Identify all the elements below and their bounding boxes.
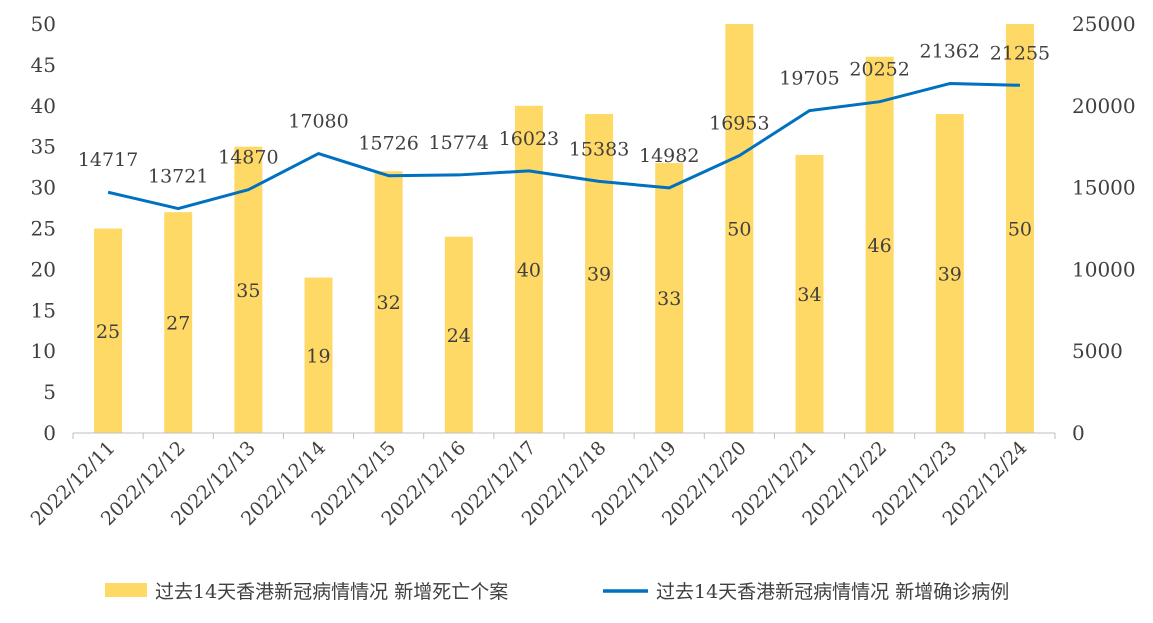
right-y-axis: 0 5000 10000 15000 20000 25000 [1072,12,1136,445]
bar-data-label: 39 [587,263,611,285]
bar-data-labels: 25 27 35 19 32 24 40 39 33 50 34 46 39 50 [96,219,1032,368]
line-data-labels: 14717 13721 14870 17080 15726 15774 16023 15383… [78,41,1050,188]
bar [374,171,403,434]
legend-label-line: 过去14天香港新冠病情情况 新增确诊病例 [656,581,1009,603]
bar [935,113,964,433]
bar [164,212,193,433]
bar-data-label: 46 [868,235,892,257]
line-series [107,82,1020,211]
legend-label-bars: 过去14天香港新冠病情情况 新增死亡个案 [155,581,508,603]
line-data-label: 15726 [358,133,418,155]
left-y-tick-label: 20 [31,257,56,281]
bar [514,105,543,434]
line-data-label: 21362 [920,41,980,63]
bar [865,56,894,433]
bar-data-label: 33 [657,288,681,310]
left-y-axis: 0 5 10 15 20 25 30 35 40 45 50 [31,12,56,445]
bar [304,277,333,433]
legend: 过去14天香港新冠病情情况 新增死亡个案 过去14天香港新冠病情情况 新增确诊病… [105,581,1009,603]
legend-item-bars[interactable]: 过去14天香港新冠病情情况 新增死亡个案 [105,581,508,603]
left-y-tick-label: 0 [43,421,56,445]
right-y-tick-label: 0 [1072,421,1085,445]
legend-item-line[interactable]: 过去14天香港新冠病情情况 新增确诊病例 [603,581,1009,603]
bar-data-label: 50 [727,219,751,241]
line-data-label: 19705 [779,68,839,90]
left-y-tick-label: 45 [31,53,56,77]
left-y-tick-label: 40 [31,94,56,118]
line-data-label: 16953 [709,113,769,135]
left-y-tick-label: 5 [43,380,56,404]
bar-data-label: 25 [96,321,120,343]
right-y-tick-label: 10000 [1072,257,1136,281]
bar-data-label: 34 [797,284,821,306]
line-data-label: 20252 [849,59,909,81]
confirmed-cases-line [107,82,1020,211]
line-data-label: 14717 [78,149,138,171]
line-data-label: 15383 [569,138,629,160]
bar-data-label: 24 [447,325,471,347]
bar [444,236,473,433]
bar [94,228,123,433]
line-data-label: 16023 [499,128,559,150]
bar-data-label: 50 [1008,219,1032,241]
bar [655,163,684,433]
bar-data-label: 32 [377,292,401,314]
left-y-tick-label: 50 [31,12,56,36]
legend-swatch-bar [105,583,147,597]
bar-data-label: 39 [938,263,962,285]
bar [585,113,614,433]
bar-data-label: 40 [517,259,541,281]
bar [795,154,824,433]
line-data-label: 15774 [429,132,489,154]
bar-data-label: 19 [306,345,330,367]
bar [1005,24,1034,433]
line-data-label: 21255 [990,42,1050,64]
right-y-tick-label: 25000 [1072,12,1136,36]
left-y-tick-label: 25 [31,217,56,241]
line-data-label: 14982 [639,145,699,167]
right-y-tick-label: 15000 [1072,176,1136,200]
left-y-tick-label: 10 [31,339,56,363]
bar-series [94,24,1034,434]
left-y-tick-label: 15 [31,298,56,322]
line-data-label: 14870 [218,147,278,169]
bar [725,24,754,433]
right-y-tick-label: 5000 [1072,339,1123,363]
bar [234,146,263,433]
line-data-label: 13721 [148,166,208,188]
x-axis: 2022/12/112022/12/122022/12/132022/12/14… [27,432,1056,530]
left-y-tick-label: 30 [31,176,56,200]
left-y-tick-label: 35 [31,135,56,159]
bar-data-label: 27 [166,313,190,335]
bar-data-label: 35 [236,280,260,302]
line-data-label: 17080 [288,111,348,133]
right-y-tick-label: 20000 [1072,94,1136,118]
